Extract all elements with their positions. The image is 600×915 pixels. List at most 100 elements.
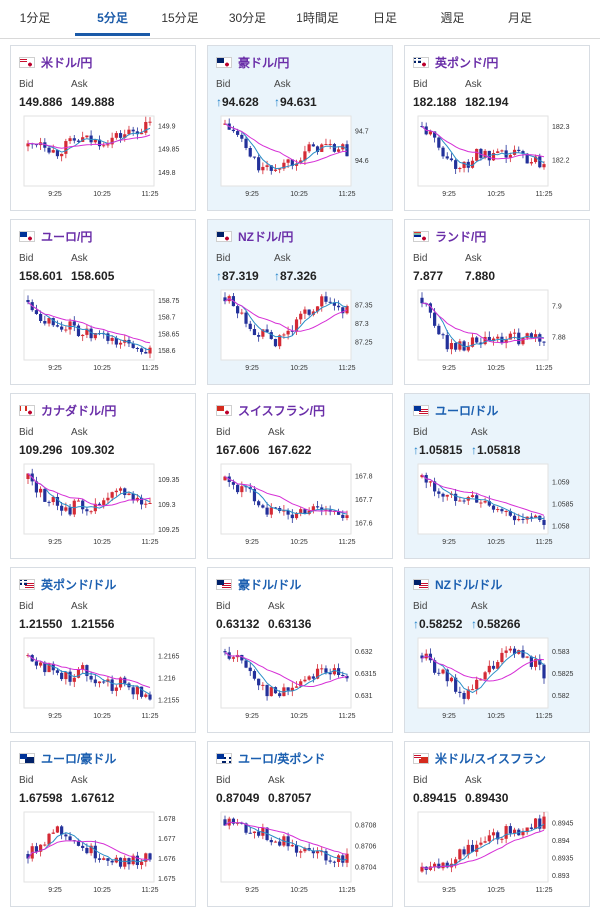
rate-card[interactable]: ランド/円 Bid Ask 7.877 7.880 7.9 7.88 9:25 10:25 11:… [404,219,590,385]
price-chart[interactable]: 158.75 158.7 158.65 158.6 9:25 10:25 11:25 [17,286,191,380]
price-chart[interactable]: 7.9 7.88 9:25 10:25 11:25 [411,286,585,380]
candle-body [458,168,462,170]
moving-average-slow-line [27,301,151,344]
candle-body [43,662,47,673]
pair-name[interactable]: スイスフラン/円 [238,403,325,418]
candle-body [428,303,433,313]
price-chart[interactable]: 109.35 109.3 109.25 9:25 10:25 11:25 [17,460,191,554]
pair-name[interactable]: 米ドル/円 [41,55,93,70]
candle-body [244,138,248,149]
candle-body [315,506,320,508]
price-chart[interactable]: 149.9 149.85 149.8 9:25 10:25 11:25 [17,112,191,206]
candle-body [470,160,475,168]
rate-card[interactable]: 豪ドル/ドル Bid Ask 0.63132 0.63136 0.632 0.6315 0.6… [207,567,393,733]
x-tick-label: 11:25 [536,191,553,198]
tab-4[interactable]: 30分足 [228,11,267,25]
pair-name[interactable]: 英ポンド/ドル [41,577,117,592]
pair-name[interactable]: 英ポンド/円 [435,55,499,70]
candle-body [244,660,248,668]
candle-body [240,134,244,139]
tab-1[interactable]: 1分足 [19,11,51,25]
candle-body [303,679,307,682]
pair-name[interactable]: 豪ドル/ドル [238,577,302,592]
pair-name[interactable]: ユーロ/ドル [435,403,499,418]
up-arrow-icon: ↑ [216,95,222,109]
candle-body [462,692,466,699]
x-tick-label: 10:25 [290,191,308,198]
pair-name[interactable]: 米ドル/スイスフラン [435,751,546,766]
candle-body [110,492,114,498]
candle-body [441,147,445,157]
candle-body [123,488,127,495]
candle-body [533,334,538,338]
flag-icon [216,404,232,416]
rate-card[interactable]: ユーロ/ドル Bid Ask ↑1.05815 ↑1.05818 1.059 1.0585 1… [404,393,590,559]
candle-body [303,309,307,314]
candle-body [118,133,123,138]
price-chart[interactable]: 0.8945 0.894 0.8935 0.893 9:25 10:25 11:25 [411,808,585,902]
bid-value: 0.89415 [413,791,457,805]
rate-card[interactable]: NZドル/円 Bid Ask ↑87.319 ↑87.326 87.35 87.3 87.25… [207,219,393,385]
price-chart[interactable]: 1.059 1.0585 1.058 9:25 10:25 11:25 [411,460,585,554]
flag-icon [216,230,232,242]
price-chart[interactable]: 0.583 0.5825 0.582 9:25 10:25 11:25 [411,634,585,728]
candle-body [441,669,445,674]
pair-name[interactable]: ユーロ/円 [41,229,93,244]
plot-area [417,463,549,535]
tab-5[interactable]: 1時間足 [296,11,339,25]
candle-body [500,509,504,512]
candle-body [135,131,139,135]
pair-name[interactable]: ユーロ/英ポンド [238,751,326,766]
candle-body [458,849,462,860]
ask-label: Ask [71,79,88,90]
bid-number: 0.58252 [419,617,463,631]
x-tick-label: 11:25 [142,365,159,372]
tab-8[interactable]: 月足 [507,11,532,25]
rate-card[interactable]: 米ドル/円 Bid Ask 149.886 149.888 149.9 149.85 149.… [10,45,196,211]
rate-card[interactable]: 英ポンド/円 Bid Ask 182.188 182.194 182.3 182.2 9:25… [404,45,590,211]
rate-card[interactable]: 豪ドル/円 Bid Ask ↑94.628 ↑94.631 94.7 94.6 9:25 10:… [207,45,393,211]
price-chart[interactable]: 167.8 167.7 167.6 9:25 10:25 11:25 [214,460,388,554]
candle-body [542,816,546,829]
flag-icon [216,56,232,68]
candle-body [81,500,85,510]
candle-body [332,302,336,306]
pair-name[interactable]: NZドル/ドル [435,577,503,592]
pair-name[interactable]: 豪ドル/円 [238,55,290,70]
candle-body [290,330,294,332]
price-chart[interactable]: 94.7 94.6 9:25 10:25 11:25 [214,112,388,206]
price-chart[interactable]: 182.3 182.2 9:25 10:25 11:25 [411,112,585,206]
price-chart[interactable]: 1.2165 1.216 1.2155 9:25 10:25 11:25 [17,634,191,728]
x-tick-label: 10:25 [290,539,308,546]
pair-name[interactable]: NZドル/円 [238,229,294,244]
tab-2[interactable]: 5分足 [75,0,150,36]
candle-body [273,338,278,347]
candle-body [315,668,320,679]
bid-value: 1.67598 [19,791,63,805]
rate-card[interactable]: ユーロ/円 Bid Ask 158.601 158.605 158.75 158.7 158.… [10,219,196,385]
pair-name[interactable]: カナダドル/円 [41,403,117,418]
rate-card[interactable]: NZドル/ドル Bid Ask ↑0.58252 ↑0.58266 0.583 0.5825… [404,567,590,733]
price-chart[interactable]: 1.678 1.677 1.676 1.675 9:25 10:25 11:25 [17,808,191,902]
tab-7[interactable]: 週足 [440,11,465,25]
candle-body [76,500,81,502]
rate-card[interactable]: ユーロ/豪ドル Bid Ask 1.67598 1.67612 1.678 1.677 1.6… [10,741,196,907]
price-chart[interactable]: 87.35 87.3 87.25 9:25 10:25 11:25 [214,286,388,380]
pair-name[interactable]: ランド/円 [435,229,487,244]
candle-body [307,144,311,152]
tab-6[interactable]: 日足 [372,11,397,25]
candle-body [286,159,290,163]
price-chart[interactable]: 0.8708 0.8706 0.8704 9:25 10:25 11:25 [214,808,388,902]
rate-card[interactable]: 米ドル/スイスフラン Bid Ask 0.89415 0.89430 0.8945 0.89… [404,741,590,907]
candle-body [428,481,433,483]
rate-card[interactable]: 英ポンド/ドル Bid Ask 1.21550 1.21556 1.2165 1.216 1.… [10,567,196,733]
candle-body [89,328,93,339]
rate-card[interactable]: ユーロ/英ポンド Bid Ask 0.87049 0.87057 0.8708 0.8706… [207,741,393,907]
pair-name[interactable]: ユーロ/豪ドル [41,751,117,766]
rate-card[interactable]: カナダドル/円 Bid Ask 109.296 109.302 109.35 109.3 10… [10,393,196,559]
price-chart[interactable]: 0.632 0.6315 0.631 9:25 10:25 11:25 [214,634,388,728]
tab-3[interactable]: 15分足 [161,11,199,25]
candle-body [34,481,39,493]
rate-card[interactable]: スイスフラン/円 Bid Ask 167.606 167.622 167.8 167.7 16… [207,393,393,559]
ask-label: Ask [465,79,482,90]
